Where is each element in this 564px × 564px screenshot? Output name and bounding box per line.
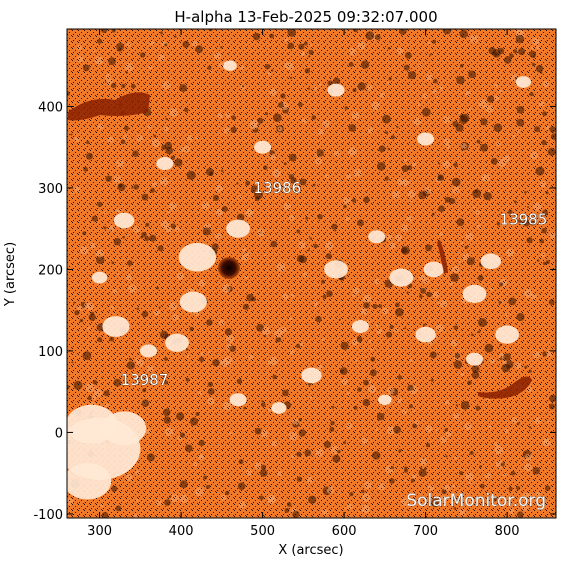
- x-tick-label: 500: [250, 524, 275, 539]
- plage-patch: [417, 132, 435, 146]
- plage-patch: [515, 76, 532, 88]
- filament: [437, 240, 448, 274]
- plage-patch: [178, 242, 217, 272]
- solar-image: [67, 29, 556, 518]
- active-region-label: 13986: [253, 179, 301, 197]
- plage-patch: [466, 352, 483, 366]
- plot-frame: [66, 28, 557, 519]
- plage-patch: [229, 393, 247, 407]
- y-tick-label: 100: [38, 345, 63, 360]
- plage-patch: [102, 316, 130, 337]
- x-axis-ticks: 300 400 500 600 700 800: [87, 29, 520, 539]
- plage-patch: [156, 157, 174, 170]
- y-axis-label: Y (arcsec): [3, 242, 18, 307]
- filament: [478, 376, 532, 399]
- plage-patch: [254, 140, 272, 154]
- plage-patch: [462, 284, 487, 303]
- plage-patch: [179, 291, 207, 313]
- plage-patch: [324, 260, 348, 279]
- plage-patch: [480, 253, 501, 270]
- x-axis-label: X (arcsec): [278, 543, 343, 558]
- plage-patch: [67, 463, 112, 500]
- plage-patch: [415, 326, 436, 343]
- sunspot: [218, 257, 240, 279]
- active-region-labels: 13986 13985 13987: [120, 179, 548, 390]
- plage-patch: [271, 402, 287, 414]
- y-tick-label: 200: [38, 263, 63, 278]
- fibril-speckle: [67, 29, 556, 518]
- plage-patch: [102, 411, 147, 446]
- plage-patch: [301, 367, 322, 384]
- plot-title: H-alpha 13-Feb-2025 09:32:07.000: [174, 8, 437, 26]
- plage-patch: [378, 394, 392, 405]
- plage-patch: [327, 83, 345, 97]
- x-tick-label: 600: [332, 524, 357, 539]
- active-region-label: 13985: [500, 211, 548, 229]
- x-tick-label: 400: [169, 524, 194, 539]
- plage-regions: [67, 60, 532, 500]
- x-tick-label: 700: [413, 524, 438, 539]
- y-tick-label: -100: [33, 508, 63, 523]
- plage-patch: [495, 325, 519, 344]
- y-tick-label: 0: [55, 426, 63, 441]
- watermark: SolarMonitor.org: [406, 491, 546, 511]
- plage-patch: [423, 261, 444, 278]
- plage-patch: [165, 333, 189, 352]
- filament: [68, 92, 150, 121]
- plage-patch: [351, 320, 369, 333]
- x-tick-label: 800: [495, 524, 520, 539]
- x-tick-label: 300: [87, 524, 112, 539]
- plage-patch: [223, 60, 237, 71]
- active-region-label: 13987: [121, 371, 169, 389]
- plage-patch: [226, 219, 251, 238]
- plage-patch: [113, 212, 135, 229]
- plage-patch: [368, 230, 386, 244]
- y-axis-ticks: -100 0 100 200 300 400: [33, 100, 556, 523]
- y-tick-label: 400: [38, 100, 63, 115]
- plage-patch: [92, 271, 108, 284]
- y-tick-label: 300: [38, 182, 63, 197]
- filaments: [68, 92, 532, 399]
- plage-patch: [389, 268, 414, 287]
- plage-patch: [140, 344, 157, 358]
